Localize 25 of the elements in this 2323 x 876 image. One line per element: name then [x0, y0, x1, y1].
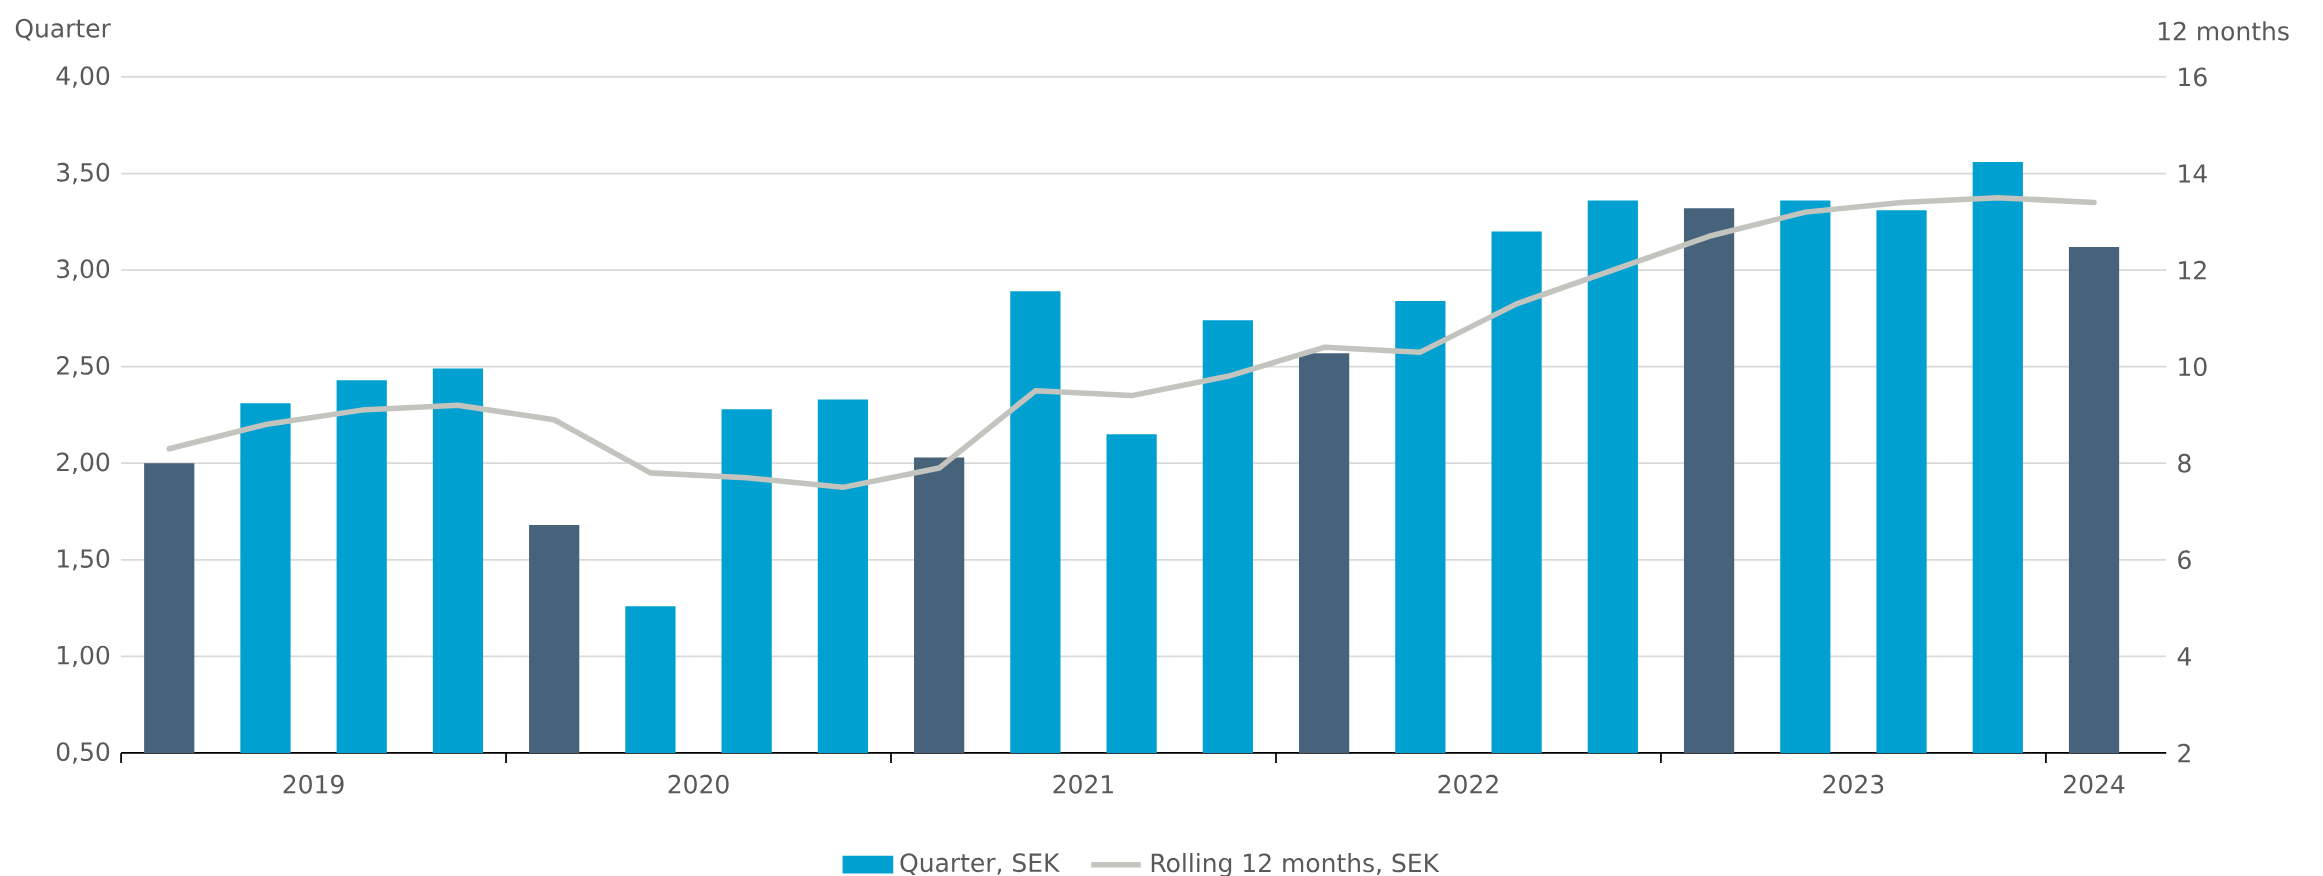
text: 2024	[2064, 774, 2125, 794]
y2-tick-label: 10	[2179, 357, 2207, 377]
y-axis-title: Quarter	[15, 18, 111, 41]
y2-axis-title: 12 months	[2158, 21, 2289, 41]
y2-tick-label: 2	[2178, 743, 2190, 763]
y-tick-label: 2,00	[57, 452, 110, 474]
text: 2020	[668, 774, 729, 794]
y-tick-label: 4,00	[56, 66, 110, 88]
y2-tick-label: 6	[2178, 550, 2191, 570]
y-tick-label: 3,50	[57, 162, 110, 185]
y2-tick-label: 8	[2178, 453, 2191, 473]
y-tick-label: 1,50	[57, 549, 110, 571]
text: 2019	[283, 774, 344, 794]
y-tick-label: 1,00	[57, 645, 110, 668]
y2-tick-label: 16	[2179, 67, 2207, 87]
y-tick-label: 0,50	[56, 742, 110, 764]
text: 2022	[1438, 774, 1498, 794]
y-tick-label: 3,00	[57, 259, 110, 281]
y2-tick-label: 4	[2177, 647, 2191, 666]
y-tick-label: 2,50	[57, 355, 110, 378]
text: 2021	[1053, 774, 1113, 794]
text: 2023	[1823, 774, 1884, 794]
y2-tick-label: 12	[2179, 260, 2206, 280]
y2-tick-label: 14	[2179, 164, 2207, 183]
legend-label: Quarter, SEK	[900, 853, 1060, 875]
